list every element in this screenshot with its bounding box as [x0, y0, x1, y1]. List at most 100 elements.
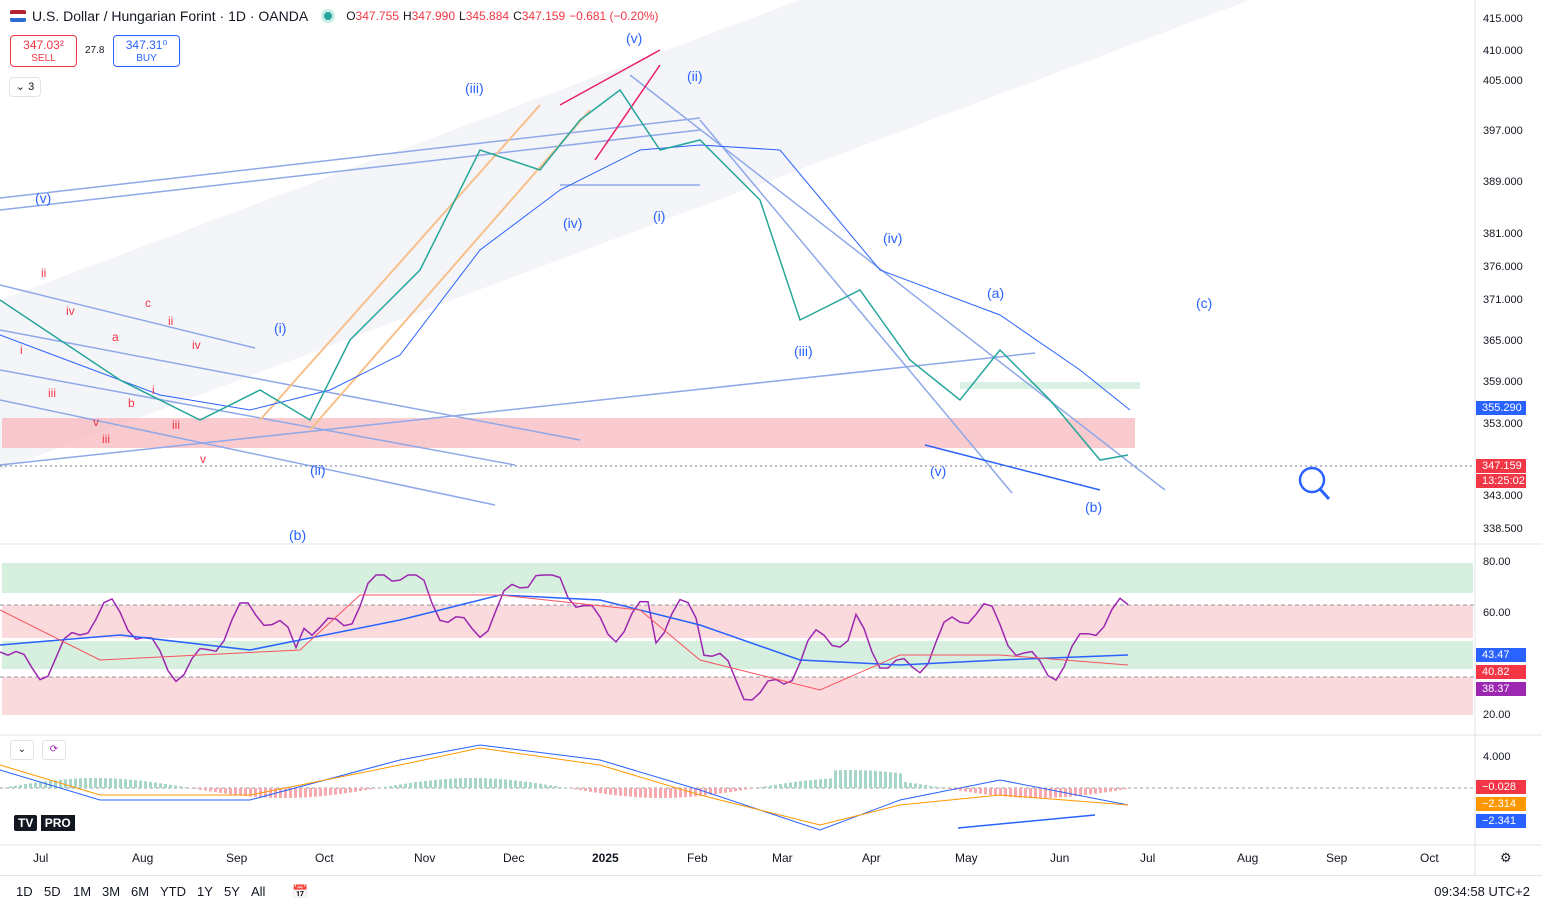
symbol-title[interactable]: U.S. Dollar / Hungarian Forint · 1D · OA…: [32, 8, 309, 24]
price-tick: 415.000: [1483, 13, 1523, 25]
bottom-toolbar: 1D 5D 1M 3M 6M YTD 1Y 5Y All 📅 09:34:58 UTC+2: [0, 875, 1542, 905]
price-series: [0, 88, 1129, 461]
wave-label: (iv): [563, 215, 583, 231]
time-tick: Sep: [1326, 851, 1348, 865]
timeframe-button[interactable]: All: [251, 884, 266, 899]
price-tick: 353.000: [1483, 418, 1523, 430]
time-tick: 2025: [592, 851, 619, 865]
wave-label: (v): [930, 463, 947, 479]
market-status-icon: [324, 12, 333, 20]
refresh-icon[interactable]: ⟳: [42, 740, 66, 760]
timeframe-button[interactable]: YTD: [160, 884, 186, 899]
time-tick: Oct: [1420, 851, 1439, 865]
wave-label: i: [20, 343, 23, 357]
time-tick: Aug: [132, 851, 154, 865]
rsi-ma-badge: 43.47: [1476, 648, 1526, 662]
macd-badge: −2.341: [1476, 814, 1526, 828]
time-tick: Aug: [1237, 851, 1259, 865]
trend-lines: [0, 74, 1166, 506]
wave-label: c: [145, 296, 151, 310]
rsi-tick: 20.00: [1483, 709, 1511, 721]
chevron-down-icon[interactable]: ⌄: [10, 740, 34, 760]
wave-label: (b): [289, 527, 307, 543]
wave-label: ii: [168, 314, 174, 328]
wave-label: (ii): [687, 68, 703, 84]
spread-value: 27.8: [85, 45, 105, 56]
wave-label: (iii): [465, 80, 484, 96]
wave-label: b: [128, 396, 135, 410]
wave-label: (v): [626, 30, 643, 46]
timeframe-button[interactable]: 1M: [73, 884, 92, 899]
price-tick: 359.000: [1483, 376, 1523, 388]
buy-button[interactable]: 347.31⁰ BUY: [113, 35, 180, 67]
wave-label: (i): [274, 320, 287, 336]
time-tick: Sep: [226, 851, 248, 865]
time-tick: Feb: [687, 851, 708, 865]
time-tick: May: [955, 851, 978, 865]
time-tick: Jul: [1140, 851, 1156, 865]
timeframe-button[interactable]: 1Y: [197, 884, 213, 899]
rsi-tick: 60.00: [1483, 607, 1511, 619]
price-tick: 381.000: [1483, 228, 1523, 240]
timeframe-button[interactable]: 5Y: [224, 884, 240, 899]
wave-label: iv: [66, 304, 75, 318]
calendar-icon[interactable]: 📅: [292, 884, 309, 899]
wave-label: (i): [653, 208, 666, 224]
macd-signal-badge: −2.314: [1476, 797, 1526, 811]
ohlc-values: O347.755 H347.990 L345.884 C347.159 −0.681 (…: [346, 9, 659, 23]
wave-label: (ii): [310, 462, 326, 478]
timeframe-button[interactable]: 5D: [44, 884, 61, 899]
tradingview-logo: TV PRO: [14, 815, 75, 831]
wave-label: (v): [35, 190, 52, 206]
price-tick: 365.000: [1483, 335, 1523, 347]
chart-canvas[interactable]: [0, 0, 1542, 875]
rsi-series: [0, 574, 1129, 701]
time-tick: Dec: [503, 851, 525, 865]
wave-label: (c): [1196, 295, 1213, 311]
last-price-badge: 347.159: [1476, 459, 1526, 473]
macd-tick: 4.000: [1483, 751, 1511, 763]
flag-icon: [10, 10, 26, 22]
wave-label: iii: [172, 418, 180, 432]
sell-button[interactable]: 347.03² SELL: [10, 35, 77, 67]
wave-label: iii: [102, 432, 110, 446]
time-tick: Apr: [862, 851, 881, 865]
price-tick: 389.000: [1483, 176, 1523, 188]
timeframe-button[interactable]: 3M: [102, 884, 121, 899]
time-tick: Mar: [772, 851, 793, 865]
ma-price-badge: 355.290: [1476, 401, 1526, 415]
wave-label: (a): [987, 285, 1005, 301]
price-tick: 338.500: [1483, 523, 1523, 535]
settings-icon[interactable]: ⚙: [1500, 850, 1512, 865]
collapse-indicators-button[interactable]: ⌄ 3: [9, 77, 41, 97]
time-tick: Jul: [33, 851, 49, 865]
wave-label: v: [93, 415, 99, 429]
timeframe-button[interactable]: 6M: [131, 884, 150, 899]
price-tick: 376.000: [1483, 261, 1523, 273]
wave-label: v: [200, 452, 206, 466]
wave-label: ii: [41, 266, 47, 280]
clock[interactable]: 09:34:58 UTC+2: [1434, 884, 1530, 899]
resistance-zone: [2, 418, 1135, 448]
rsi-signal-badge: 40.82: [1476, 665, 1526, 679]
time-tick: Oct: [315, 851, 334, 865]
price-tick: 343.000: [1483, 490, 1523, 502]
time-tick: Jun: [1050, 851, 1070, 865]
wave-label: iii: [48, 386, 56, 400]
symbol-header: U.S. Dollar / Hungarian Forint · 1D · OA…: [10, 8, 663, 24]
countdown-badge: 13:25:02: [1476, 474, 1526, 488]
wave-label: i: [152, 383, 155, 397]
time-tick: Nov: [414, 851, 436, 865]
price-tick: 397.000: [1483, 125, 1523, 137]
wave-label: iv: [192, 338, 201, 352]
wave-label: (iv): [883, 230, 903, 246]
price-tick: 405.000: [1483, 75, 1523, 87]
wave-label: (b): [1085, 499, 1103, 515]
wave-label: (iii): [794, 343, 813, 359]
magnifier-icon[interactable]: [1298, 466, 1331, 501]
rsi-tick: 80.00: [1483, 556, 1511, 568]
timeframe-button[interactable]: 1D: [16, 884, 33, 899]
macd-hist-badge: −0.028: [1476, 780, 1526, 794]
price-tick: 371.000: [1483, 294, 1523, 306]
wave-label: a: [112, 330, 119, 344]
